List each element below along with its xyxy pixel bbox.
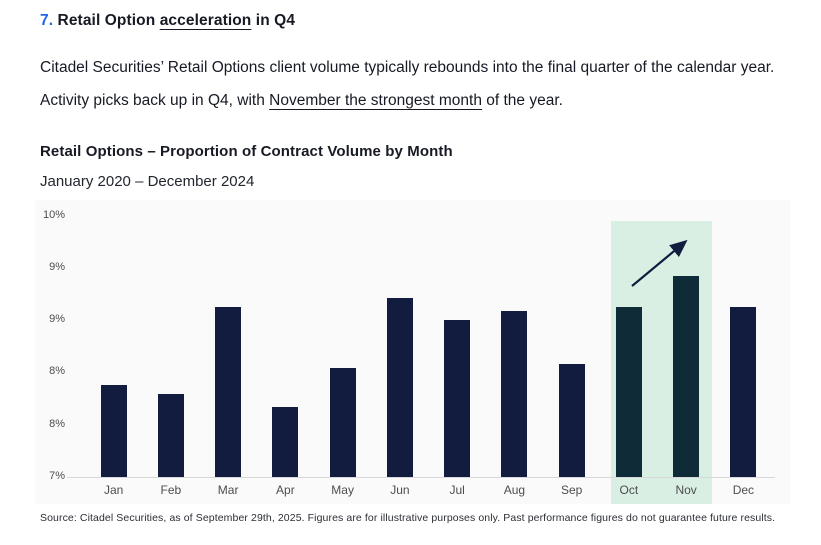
y-axis-ticks: 10% 9% 9% 8% 8% 7% [35,200,65,504]
chart-title: Retail Options – Proportion of Contract … [40,143,453,160]
bar-oct [615,306,642,477]
bar-aug [501,311,528,477]
intro-paragraph: Citadel Securities’ Retail Options clien… [40,51,788,117]
bar-slot [142,215,199,477]
x-tick-label-nov: Nov [675,483,697,497]
bar-mar [215,306,242,477]
y-tick-label: 9% [49,260,65,273]
bar-dec [730,306,757,477]
chart-subtitle: January 2020 – December 2024 [40,173,255,190]
bar-feb [157,394,184,477]
bar-group [85,215,772,477]
x-tick-label-jul: Jul [449,483,465,497]
x-tick-label-sep: Sep [560,483,583,497]
growth-arrow-icon [631,239,688,287]
y-tick-label: 8% [49,365,65,378]
bar-slot [85,215,142,477]
x-tick-label-mar: Mar [217,483,239,497]
bar-slot [257,215,314,477]
x-axis-labels: Jan Feb Mar Apr May Jun Jul Aug Sep Oct Nov Dec [85,483,772,497]
section-title-tail: in Q4 [251,12,296,29]
x-tick-label-apr: Apr [276,483,295,497]
bar-slot [486,215,543,477]
bar-slot [543,215,600,477]
bar-jun [386,298,413,477]
bar-jul [444,319,471,477]
x-axis-line [67,477,775,478]
bar-sep [558,363,585,477]
bar-slot [429,215,486,477]
x-tick-label-aug: Aug [503,483,526,497]
growth-arrow-line [631,239,688,287]
bar-apr [272,407,299,477]
section-title-text: Retail Option [53,12,160,29]
y-tick-label: 8% [49,417,65,430]
x-tick-label-jun: Jun [390,483,410,497]
x-tick-label-feb: Feb [160,483,182,497]
intro-text-tail: of the year. [481,92,563,109]
bar-slot [715,215,772,477]
bar-slot [658,215,715,477]
section-title-underlined: acceleration [159,12,252,29]
bar-slot [200,215,257,477]
x-tick-label-oct: Oct [619,483,639,497]
source-note: Source: Citadel Securities, as of Septem… [40,512,776,524]
bar-nov [673,276,700,477]
bar-chart: 10% 9% 9% 8% 8% 7% Jan Feb Mar Apr May Jun Jul Aug Se… [35,200,790,504]
bar-may [329,367,356,477]
intro-text: Citadel Securities’ Retail Options clien… [40,59,775,109]
bar-slot [600,215,657,477]
x-tick-label-may: May [331,483,354,497]
bar-slot [371,215,428,477]
bar-slot [314,215,371,477]
bar-jan [100,385,127,477]
x-tick-label-jan: Jan [103,483,124,497]
section-number: 7. [40,12,54,29]
x-tick-label-dec: Dec [732,483,755,497]
y-tick-label: 10% [42,208,65,221]
section-heading: 7. Retail Option acceleration in Q4 [40,12,295,30]
y-tick-label: 7% [49,470,65,482]
y-tick-label: 9% [49,313,65,326]
intro-underlined-phrase: November the strongest month [269,92,482,109]
